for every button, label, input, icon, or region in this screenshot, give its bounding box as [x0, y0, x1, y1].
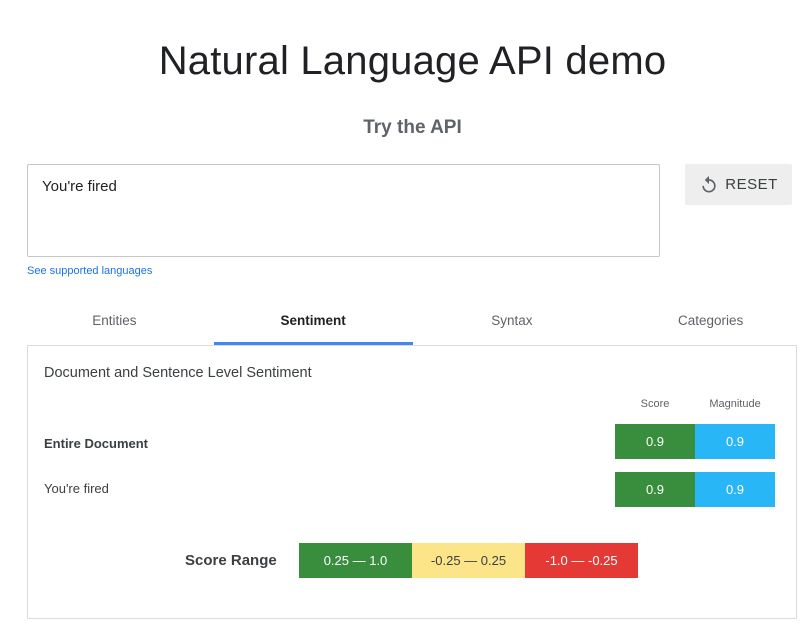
reset-label: RESET — [725, 176, 778, 193]
tab-entities[interactable]: Entities — [92, 313, 137, 328]
score-range-positive: 0.25 — 1.0 — [299, 543, 412, 578]
page-title: Natural Language API demo — [158, 38, 667, 83]
sentence-magnitude: 0.9 — [695, 472, 775, 507]
supported-languages-link[interactable]: See supported languages — [27, 265, 153, 277]
tab-sentiment[interactable]: Sentiment — [213, 298, 413, 345]
refresh-icon — [699, 175, 719, 195]
tab-syntax[interactable]: Syntax — [491, 313, 533, 328]
score-column-header: Score — [640, 398, 670, 410]
score-range-label: Score Range — [185, 552, 277, 569]
score-range-negative: -1.0 — -0.25 — [525, 543, 638, 578]
sentence-score: 0.9 — [615, 472, 695, 507]
tab-bar: Entities Sentiment Syntax Categories — [15, 298, 810, 345]
sentiment-heading: Document and Sentence Level Sentiment — [44, 365, 312, 381]
sentiment-panel: Document and Sentence Level Sentiment Sc… — [27, 345, 797, 619]
score-range-neutral: -0.25 — 0.25 — [412, 543, 525, 578]
reset-button[interactable]: RESET — [685, 164, 792, 205]
magnitude-column-header: Magnitude — [709, 398, 761, 410]
try-api-title: Try the API — [363, 117, 462, 138]
row-label-sentence: You're fired — [44, 481, 109, 496]
text-input[interactable] — [27, 164, 660, 257]
tab-categories[interactable]: Categories — [677, 313, 744, 328]
row-label-document: Entire Document — [44, 436, 149, 451]
document-score: 0.9 — [615, 424, 695, 459]
document-magnitude: 0.9 — [695, 424, 775, 459]
